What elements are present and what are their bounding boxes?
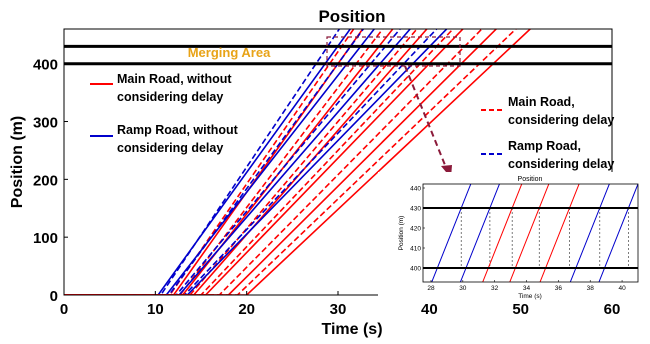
chart-title: Position: [318, 7, 385, 26]
series-line-17: [64, 29, 483, 295]
inset-series-line-6: [598, 184, 638, 282]
legend-label-main-solid-2: considering delay: [117, 90, 223, 104]
inset-y-tick-label: 440: [410, 186, 421, 193]
inset-x-tick-label: 30: [459, 285, 467, 292]
inset-x-axis-ticks: 28 30 32 34 36 38 40: [427, 280, 626, 292]
y-tick-label: 200: [33, 172, 58, 189]
zoom-box: [326, 36, 461, 67]
x-tick-label: 20: [238, 301, 255, 318]
legend-ramp-solid: Ramp Road, without considering delay: [90, 123, 239, 155]
inset-y-axis-label: Position (m): [398, 216, 405, 251]
inset-series-line-5: [569, 184, 610, 282]
inset-x-tick-label: 28: [427, 285, 435, 292]
legend-main-solid: Main Road, without considering delay: [90, 72, 232, 104]
legend-label-ramp-dashed-1: Ramp Road,: [508, 139, 581, 153]
x-tick-label: 0: [60, 301, 68, 318]
x-tick-label: 50: [512, 301, 529, 318]
x-tick-label: 60: [604, 301, 621, 318]
x-tick-label: 30: [330, 301, 347, 318]
series-line-11: [64, 29, 418, 295]
series-line-6: [64, 29, 394, 295]
inset-y-tick-label: 430: [410, 206, 421, 213]
inset-zoom-chart: 400 410 420 430 440 28 30 32 34 36 38 40 Position …: [378, 172, 650, 300]
inset-series-line-2: [482, 184, 523, 282]
series-line-8: [64, 29, 412, 295]
inset-plot-area: [423, 184, 638, 282]
inset-x-tick-label: 36: [555, 285, 563, 292]
inset-frame: [422, 183, 639, 283]
inset-x-tick-label: 34: [523, 285, 531, 292]
series-line-4: [64, 29, 376, 295]
y-axis-label: Position (m): [9, 116, 26, 208]
series-line-0: [64, 29, 352, 295]
inset-x-tick-label: 32: [491, 285, 499, 292]
merging-area-label: Merging Area: [188, 45, 271, 60]
legend-main-dashed: Main Road, considering delay: [481, 95, 614, 127]
series-line-19: [64, 29, 518, 295]
x-axis-label: Time (s): [321, 321, 382, 338]
y-tick-label: 400: [33, 57, 58, 74]
merging-area-lines: [64, 44, 612, 66]
inset-series-line-3: [509, 184, 550, 282]
inset-y-axis-ticks: 400 410 420 430 440: [410, 186, 425, 273]
inset-series-line-4: [539, 184, 580, 282]
legend-label-main-dashed-2: considering delay: [508, 113, 614, 127]
legend-ramp-dashed: Ramp Road, considering delay: [481, 139, 614, 171]
legend-label-main-dashed-1: Main Road,: [508, 95, 575, 109]
legend-label-ramp-dashed-2: considering delay: [508, 157, 614, 171]
inset-series-line-0: [431, 184, 472, 282]
inset-x-tick-label: 38: [587, 285, 595, 292]
zoom-arrow: [404, 65, 448, 171]
inset-x-tick-label: 40: [618, 285, 626, 292]
inset-x-axis-label: Time (s): [518, 293, 542, 300]
series-line-16: [64, 29, 498, 295]
series-line-1: [64, 29, 341, 295]
series-line-14: [64, 29, 464, 295]
legend-label-ramp-solid-1: Ramp Road, without: [117, 123, 239, 137]
legend-label-ramp-solid-2: considering delay: [117, 141, 223, 155]
series-line-5: [64, 29, 365, 295]
series-line-15: [64, 29, 455, 295]
inset-y-tick-label: 400: [410, 266, 421, 273]
plot-area: [64, 29, 532, 295]
x-tick-label: 10: [147, 301, 164, 318]
legend-label-main-solid-1: Main Road, without: [117, 72, 232, 86]
y-axis-ticks: 0 100 200 300 400: [33, 57, 68, 305]
y-tick-label: 0: [50, 288, 58, 305]
inset-y-tick-label: 420: [410, 226, 421, 233]
inset-title: Position: [518, 176, 543, 183]
y-tick-label: 100: [33, 230, 58, 247]
y-tick-label: 300: [33, 115, 58, 132]
series-line-9: [64, 29, 402, 295]
series-line-12: [64, 29, 448, 295]
x-tick-label: 40: [421, 301, 438, 318]
inset-y-tick-label: 410: [410, 246, 421, 253]
series-line-18: [64, 29, 532, 295]
x-axis-ticks: 0 10 20 30 40 50 60: [60, 291, 621, 318]
series-line-10: [64, 29, 428, 295]
inset-series-line-1: [459, 184, 500, 282]
